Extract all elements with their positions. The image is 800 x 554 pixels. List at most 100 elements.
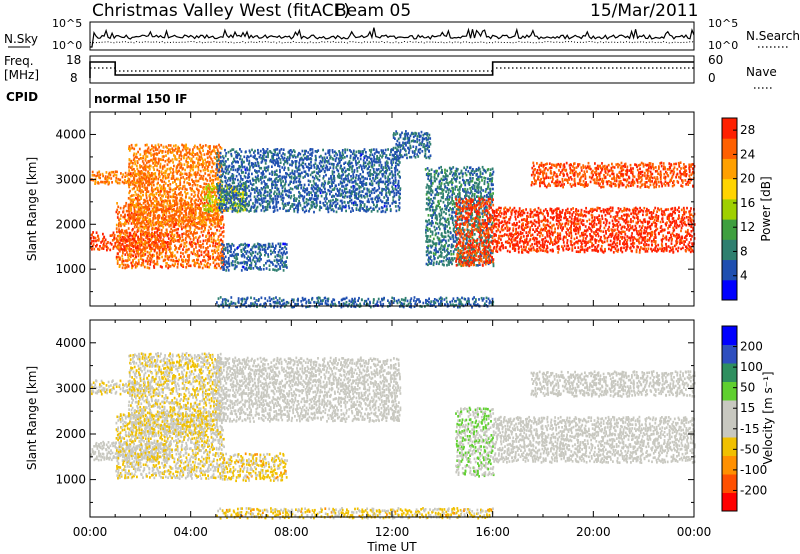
data-cell (324, 188, 326, 191)
data-cell (219, 146, 221, 149)
data-cell (102, 233, 104, 236)
data-cell (351, 162, 353, 165)
data-cell (232, 179, 234, 182)
data-cell (321, 189, 323, 192)
data-cell (263, 200, 265, 203)
data-cell (119, 179, 121, 182)
data-cell (275, 148, 277, 151)
data-cell (222, 181, 224, 184)
data-cell (207, 196, 209, 199)
data-cell (203, 205, 205, 208)
data-cell (301, 195, 303, 198)
data-cell (343, 185, 345, 188)
data-cell (235, 210, 237, 213)
data-cell (160, 221, 162, 224)
data-cell (204, 172, 206, 175)
data-cell (329, 193, 331, 196)
data-cell (268, 259, 270, 262)
data-cell (227, 252, 229, 255)
data-cell (225, 247, 227, 250)
data-cell (119, 182, 121, 185)
data-cell (204, 191, 206, 194)
data-cell (376, 157, 378, 160)
data-cell (425, 150, 427, 153)
data-cell (139, 203, 141, 206)
data-cell (429, 228, 431, 231)
data-cell (315, 183, 317, 186)
data-cell (432, 231, 434, 234)
data-cell (376, 155, 378, 158)
data-cell (206, 242, 208, 245)
data-cell (128, 197, 130, 200)
data-cell (275, 201, 277, 204)
data-cell (341, 185, 343, 188)
data-cell (270, 189, 272, 192)
data-cell (225, 269, 227, 272)
data-cell (272, 184, 274, 187)
data-cell (203, 162, 205, 165)
data-cell (280, 243, 282, 246)
data-cell (393, 154, 395, 157)
data-cell (328, 207, 330, 210)
data-cell (153, 266, 155, 269)
data-cell (177, 251, 179, 254)
data-cell (352, 190, 354, 193)
data-cell (356, 192, 358, 195)
data-cell (119, 242, 121, 245)
data-cell (395, 179, 397, 182)
data-cell (191, 158, 193, 161)
data-cell (366, 178, 368, 181)
data-cell (147, 155, 149, 158)
data-cell (217, 217, 219, 220)
data-cell (233, 148, 235, 151)
data-cell (117, 262, 119, 265)
data-cell (397, 155, 399, 158)
data-cell (250, 182, 252, 185)
data-cell (387, 197, 389, 200)
data-cell (142, 206, 144, 209)
data-cell (248, 201, 250, 204)
data-cell (319, 175, 321, 178)
data-cell (187, 152, 189, 155)
data-cell (376, 204, 378, 207)
data-cell (292, 155, 294, 158)
data-cell (227, 193, 229, 196)
data-cell (139, 164, 141, 167)
data-cell (414, 152, 416, 155)
data-cell (208, 238, 210, 241)
data-cell (274, 195, 276, 198)
data-cell (255, 251, 257, 254)
data-cell (218, 248, 220, 251)
data-cell (308, 158, 310, 161)
data-cell (317, 149, 319, 152)
data-cell (218, 235, 220, 238)
data-cell (169, 183, 171, 186)
data-cell (234, 249, 236, 252)
data-cell (212, 242, 214, 245)
data-cell (265, 249, 267, 252)
data-cell (431, 259, 433, 262)
data-cell (237, 262, 239, 265)
data-cell (216, 145, 218, 148)
data-cell (131, 253, 133, 256)
data-cell (311, 194, 313, 197)
data-cell (440, 214, 442, 217)
data-cell (240, 203, 242, 206)
data-cell (256, 266, 258, 269)
data-cell (225, 177, 227, 180)
data-cell (173, 223, 175, 226)
data-cell (114, 173, 116, 176)
data-cell (350, 210, 352, 213)
data-cell (428, 214, 430, 217)
data-cell (407, 141, 409, 144)
data-cell (211, 240, 213, 243)
data-cell (245, 176, 247, 179)
data-cell (133, 235, 135, 238)
data-cell (247, 180, 249, 183)
data-cell (333, 195, 335, 198)
data-cell (166, 231, 168, 234)
data-cell (254, 204, 256, 207)
data-cell (383, 166, 385, 169)
data-cell (382, 207, 384, 210)
data-cell (255, 162, 257, 165)
